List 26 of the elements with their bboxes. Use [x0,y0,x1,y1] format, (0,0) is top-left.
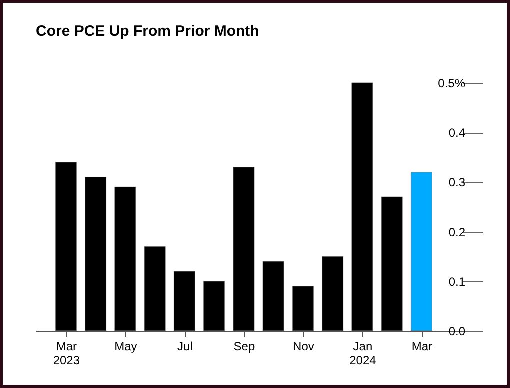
bar [322,256,344,332]
x-tick-label: Sep [234,340,256,354]
bar [410,172,432,332]
x-tick-label: Mar [412,340,433,354]
bar [174,271,196,332]
bar [292,286,314,332]
y-tick-label: 0.5% [438,76,466,90]
bar [233,167,255,332]
y-tick-label: 0.2 [448,225,466,240]
bar [55,162,77,332]
y-tick-label: 0.4 [448,126,466,140]
bar [114,186,136,332]
x-tick-label: May [114,340,138,354]
y-tick-label: 0.3 [448,176,466,190]
chart-title: Core PCE Up From Prior Month [36,23,260,40]
bar [352,82,374,332]
bar [381,196,403,332]
x-tick-label: Mar 2023 [53,340,80,368]
x-tick-label: Jul [178,340,193,354]
bar [85,176,107,332]
bar [144,246,166,332]
bar [262,261,284,332]
x-tick-label: Nov [293,340,314,354]
y-tick-label: 0.1 [448,274,466,289]
bar [204,281,226,332]
x-tick-label: Jan 2024 [350,340,377,368]
